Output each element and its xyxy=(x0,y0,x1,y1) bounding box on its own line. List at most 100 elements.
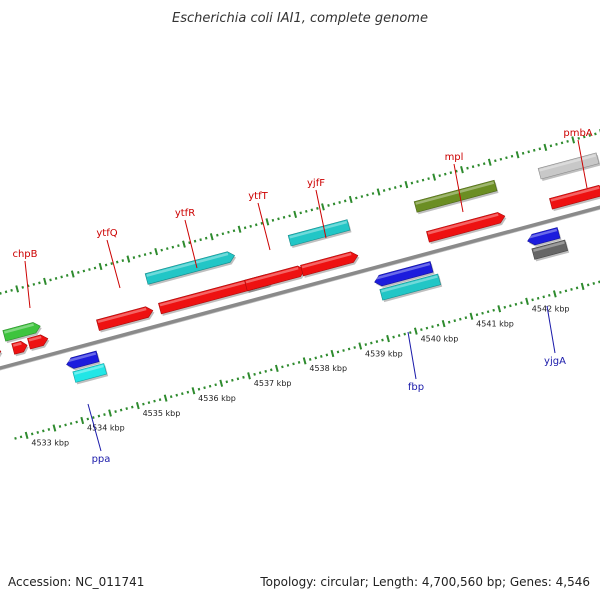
feature-highlight xyxy=(533,241,565,252)
leader-line xyxy=(546,305,556,354)
leader-line xyxy=(577,139,588,189)
major-tick xyxy=(376,188,381,196)
major-tick xyxy=(441,320,446,328)
map-title: Escherichia coli IAI1, complete genome xyxy=(172,11,428,26)
minor-tick xyxy=(181,392,184,396)
feature-body xyxy=(426,212,506,243)
minor-tick xyxy=(49,278,52,282)
major-tick xyxy=(219,379,224,387)
minor-tick xyxy=(149,251,152,255)
feature-body xyxy=(144,251,236,285)
minor-tick xyxy=(253,372,256,376)
minor-tick xyxy=(10,288,13,292)
major-tick xyxy=(265,218,270,226)
minor-tick xyxy=(421,178,425,182)
gene-label-ytfR: ytfR xyxy=(175,208,198,269)
minor-tick xyxy=(197,387,201,391)
minor-tick xyxy=(564,289,568,293)
minor-tick xyxy=(347,347,351,351)
gene-label-text: yjgA xyxy=(544,356,566,367)
minor-tick xyxy=(392,335,395,339)
minor-tick xyxy=(231,378,234,382)
minor-tick xyxy=(514,302,518,306)
minor-tick xyxy=(592,282,596,285)
minor-tick xyxy=(58,425,62,428)
feature-mpl xyxy=(426,212,507,245)
minor-tick xyxy=(27,284,30,288)
minor-tick xyxy=(332,202,336,206)
minor-tick xyxy=(510,154,514,158)
feature-highlight xyxy=(28,335,42,342)
minor-tick xyxy=(138,254,141,258)
minor-tick xyxy=(566,139,569,143)
minor-tick xyxy=(375,340,379,343)
minor-tick xyxy=(158,398,162,402)
minor-tick xyxy=(282,215,286,219)
feature-body xyxy=(11,340,28,355)
minor-tick xyxy=(316,206,319,210)
minor-tick xyxy=(466,166,469,170)
feature-highlight xyxy=(527,228,558,239)
minor-tick xyxy=(444,172,447,176)
minor-tick xyxy=(153,399,156,403)
minor-tick xyxy=(299,211,303,215)
minor-tick xyxy=(336,350,340,354)
minor-tick xyxy=(536,296,540,300)
minor-tick xyxy=(292,362,295,366)
minor-tick xyxy=(281,365,284,369)
minor-tick xyxy=(549,144,553,148)
feature-yjgA-gene xyxy=(527,227,562,247)
major-tick xyxy=(209,233,214,241)
minor-tick xyxy=(475,313,479,317)
minor-tick xyxy=(464,316,468,320)
minor-tick xyxy=(447,320,451,324)
minor-tick xyxy=(82,269,86,273)
gene-label-text: ytfT xyxy=(248,191,268,202)
minor-tick xyxy=(559,290,562,294)
gene-label-ytfQ: ytfQ xyxy=(96,228,121,289)
minor-tick xyxy=(547,293,551,297)
minor-tick xyxy=(47,428,51,431)
minor-tick xyxy=(125,407,128,411)
minor-tick xyxy=(77,271,80,274)
leader-line xyxy=(315,189,327,239)
minor-tick xyxy=(431,325,434,329)
major-tick xyxy=(15,285,20,293)
gene-label-chpB: chpB xyxy=(12,249,38,309)
feature-highlight xyxy=(550,186,600,202)
major-tick xyxy=(515,151,520,159)
feature-ppa-gene xyxy=(66,350,101,371)
gene-label-text: pmbA xyxy=(563,128,592,139)
leader-line xyxy=(184,219,198,269)
minor-tick xyxy=(160,248,164,252)
minor-tick xyxy=(132,256,136,259)
major-tick xyxy=(404,180,409,189)
gene-label-ppa: ppa xyxy=(87,403,110,465)
feature-highlight xyxy=(289,220,348,239)
minor-tick xyxy=(264,369,267,373)
minor-tick xyxy=(54,277,58,280)
minor-tick xyxy=(188,241,191,245)
major-tick xyxy=(98,262,103,271)
major-tick xyxy=(321,203,325,211)
minor-tick xyxy=(520,301,523,305)
minor-tick xyxy=(353,346,356,349)
minor-tick xyxy=(75,420,78,424)
minor-tick xyxy=(570,287,573,291)
forward-ruler xyxy=(0,129,600,295)
major-tick xyxy=(182,240,186,248)
feature-highlight xyxy=(12,342,22,347)
minor-tick xyxy=(147,401,151,405)
ruler-layer: 4533 kbp 4534 kbp 4535 kbp 4536 kbp 4537 kbp… xyxy=(0,129,600,448)
minor-tick xyxy=(399,184,403,188)
minor-tick xyxy=(93,266,97,270)
minor-tick xyxy=(103,413,106,416)
feature-left-edge-cds xyxy=(0,350,3,358)
minor-tick xyxy=(4,290,8,294)
minor-tick xyxy=(269,368,273,372)
major-tick xyxy=(247,372,251,380)
minor-tick xyxy=(92,416,95,419)
feature-highlight xyxy=(159,275,267,307)
minor-tick xyxy=(427,177,430,181)
minor-tick xyxy=(505,156,508,160)
